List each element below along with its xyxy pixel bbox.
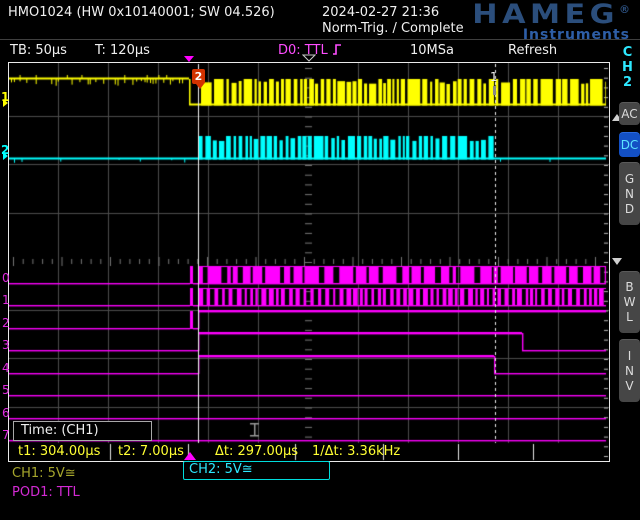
hameg-logo-text: HAMEG [472, 0, 619, 30]
trigger-source-readout: D0: TTL [278, 43, 342, 58]
cursor2-pointer-icon [196, 84, 204, 89]
digital-channel-label: 7 [2, 428, 10, 442]
scroll-up-icon[interactable] [612, 114, 622, 121]
cursor1-tick [493, 86, 496, 95]
rising-edge-icon [332, 44, 341, 55]
coupling-ac-button[interactable]: AC [619, 102, 640, 125]
header-separator [0, 39, 640, 40]
sidebar-channel-label: CH2 [622, 45, 633, 90]
ch2-position-marker[interactable]: 2 [1, 143, 10, 157]
coupling-dc-button[interactable]: DC [619, 132, 640, 157]
coupling-gnd-label: GND [624, 171, 635, 216]
timebase-readout: TB: 50µs [10, 43, 67, 58]
digital-channel-label: 6 [2, 406, 10, 420]
coupling-gnd-button[interactable]: GND [619, 162, 640, 225]
cursor-t2-readout: t2: 7.00µs [118, 444, 184, 459]
cursor2-bottom-marker[interactable] [184, 452, 196, 460]
waveform-canvas [9, 63, 609, 461]
datetime-text: 2024-02-27 21:36 [322, 5, 440, 20]
digital-channel-label: 0 [2, 271, 10, 285]
sample-rate-readout: 10MSa [410, 43, 454, 58]
digital-channel-label: 3 [2, 338, 10, 352]
trigger-status-text: Norm-Trig. / Complete [322, 21, 464, 36]
cursor1-label[interactable]: 1 [490, 70, 498, 84]
center-position-marker [302, 54, 316, 62]
cursor-measure-title: Time: (CH1) [13, 421, 152, 441]
acquisition-mode-readout: Refresh [508, 43, 558, 58]
digital-channel-label: 2 [2, 316, 10, 330]
cursor-dt-readout: Δt: 297.00µs [215, 444, 299, 459]
digital-channel-label: 1 [2, 293, 10, 307]
trigger-source-text: D0: TTL [278, 43, 328, 58]
cursor-inv-dt-readout: 1/Δt: 3.36kHz [312, 444, 401, 459]
hameg-logo-tagline: Instruments [522, 27, 630, 43]
ch1-status-label[interactable]: CH1: 5V≅ [12, 466, 76, 481]
device-model-text: HMO1024 (HW 0x10140001; SW 04.526) [8, 5, 275, 20]
ch2-marker-arrow-icon [3, 152, 8, 160]
cursor-t1-readout: t1: 304.00µs [18, 444, 101, 459]
digital-channel-label: 5 [2, 383, 10, 397]
trigger-position-marker[interactable] [184, 56, 194, 62]
invert-label: INV [625, 348, 634, 393]
ch1-position-marker[interactable]: 1 [1, 90, 10, 104]
coupling-ac-label: AC [621, 107, 638, 121]
cursor2-label[interactable]: 2 [192, 69, 205, 84]
invert-button[interactable]: INV [619, 339, 640, 402]
hameg-logo: HAMEG® Instruments [472, 1, 630, 43]
ch2-status-box[interactable]: CH2: 5V≅ [183, 461, 330, 480]
registered-mark: ® [619, 3, 630, 16]
digital-channel-label: 4 [2, 361, 10, 375]
coupling-dc-label: DC [620, 138, 639, 152]
bandwidth-limit-label: BWL [623, 280, 636, 324]
trigger-time-readout: T: 120µs [95, 43, 150, 58]
pod1-status-label[interactable]: POD1: TTL [12, 485, 80, 500]
ch1-marker-arrow-icon [3, 99, 8, 107]
scroll-down-icon[interactable] [612, 258, 622, 265]
bandwidth-limit-button[interactable]: BWL [619, 271, 640, 333]
